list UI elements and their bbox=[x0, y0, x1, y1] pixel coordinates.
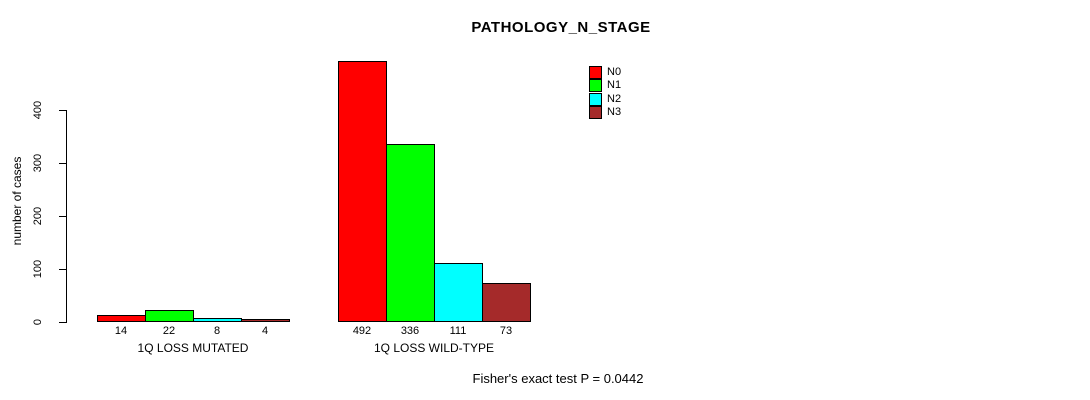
statistical-test-annotation: Fisher's exact test P = 0.0442 bbox=[472, 371, 644, 386]
y-axis-tick bbox=[59, 110, 66, 111]
bar-n1-mutated bbox=[145, 310, 194, 322]
legend-label-n0: N0 bbox=[607, 66, 622, 78]
y-axis-line bbox=[66, 110, 67, 323]
group-label: 1Q LOSS WILD-TYPE bbox=[373, 341, 495, 355]
y-axis-tick-label: 400 bbox=[32, 100, 44, 120]
bar-value-label: 8 bbox=[213, 325, 221, 337]
chart-title: PATHOLOGY_N_STAGE bbox=[471, 19, 651, 36]
legend-swatch-n1 bbox=[589, 79, 602, 92]
y-axis-tick bbox=[59, 163, 66, 164]
y-axis-tick bbox=[59, 322, 66, 323]
y-axis-tick-label: 200 bbox=[32, 206, 44, 226]
bar-value-label: 336 bbox=[400, 325, 420, 337]
bar-value-label: 492 bbox=[352, 325, 372, 337]
bar-n3-mutated bbox=[241, 319, 290, 322]
y-axis-tick-label: 100 bbox=[32, 259, 44, 279]
bar-value-label: 22 bbox=[162, 325, 176, 337]
bar-n0-wild-type bbox=[338, 61, 387, 322]
legend-label-n3: N3 bbox=[607, 106, 622, 118]
legend-label-n2: N2 bbox=[607, 93, 622, 105]
legend-swatch-n0 bbox=[589, 66, 602, 79]
bar-value-label: 73 bbox=[499, 325, 513, 337]
y-axis-tick bbox=[59, 216, 66, 217]
y-axis-tick-label: 0 bbox=[32, 318, 44, 326]
bar-n1-wild-type bbox=[386, 144, 435, 322]
bar-n2-wild-type bbox=[434, 263, 483, 322]
y-axis-tick bbox=[59, 269, 66, 270]
legend-swatch-n2 bbox=[589, 93, 602, 106]
group-label: 1Q LOSS MUTATED bbox=[137, 341, 249, 355]
legend-swatch-n3 bbox=[589, 106, 602, 119]
bar-n0-mutated bbox=[97, 315, 146, 322]
bar-value-label: 111 bbox=[449, 325, 467, 337]
legend-label-n1: N1 bbox=[607, 79, 622, 91]
bar-value-label: 4 bbox=[261, 325, 269, 337]
bar-n2-mutated bbox=[193, 318, 242, 322]
bar-value-label: 14 bbox=[114, 325, 128, 337]
y-axis-tick-label: 300 bbox=[32, 153, 44, 173]
bar-n3-wild-type bbox=[482, 283, 531, 322]
